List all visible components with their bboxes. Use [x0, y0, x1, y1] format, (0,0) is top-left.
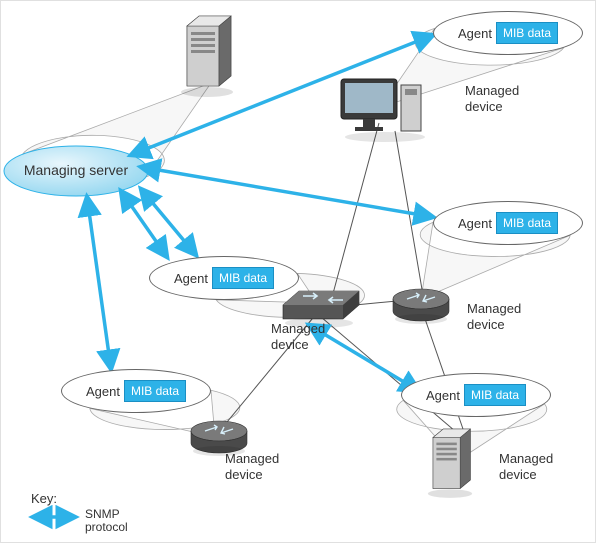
agent-bubble-top-right: Agent MIB data — [433, 11, 583, 55]
key-item-label: SNMP protocol — [85, 508, 128, 534]
agent-label: Agent — [426, 388, 460, 403]
agent-label: Agent — [458, 26, 492, 41]
router-icon — [393, 289, 449, 324]
diagram-canvas: Managing server Agent MIB data Agent MIB… — [0, 0, 596, 543]
agent-bubble-mid-left: Agent MIB data — [149, 256, 299, 300]
server-icon — [428, 429, 472, 498]
agent-label: Agent — [458, 216, 492, 231]
managed-device-label: Managed device — [271, 321, 325, 352]
managed-device-label: Managed device — [467, 301, 521, 332]
agent-bubble-mid-right: Agent MIB data — [433, 201, 583, 245]
managing-server-label: Managing server — [16, 162, 136, 179]
desktop-icon — [341, 79, 425, 142]
managed-device-label: Managed device — [465, 83, 519, 114]
mib-data-box: MIB data — [124, 380, 186, 402]
mib-data-box: MIB data — [464, 384, 526, 406]
mib-data-box: MIB data — [496, 212, 558, 234]
mib-data-box: MIB data — [212, 267, 274, 289]
agent-label: Agent — [86, 384, 120, 399]
managed-device-label: Managed device — [499, 451, 553, 482]
mib-data-box: MIB data — [496, 22, 558, 44]
managed-device-label: Managed device — [225, 451, 279, 482]
server-icon — [181, 16, 233, 97]
agent-bubble-bot-right: Agent MIB data — [401, 373, 551, 417]
agent-label: Agent — [174, 271, 208, 286]
legend-key: Key: SNMP protocol — [31, 491, 128, 534]
agent-bubble-bot-left: Agent MIB data — [61, 369, 211, 413]
key-title: Key: — [31, 491, 128, 506]
